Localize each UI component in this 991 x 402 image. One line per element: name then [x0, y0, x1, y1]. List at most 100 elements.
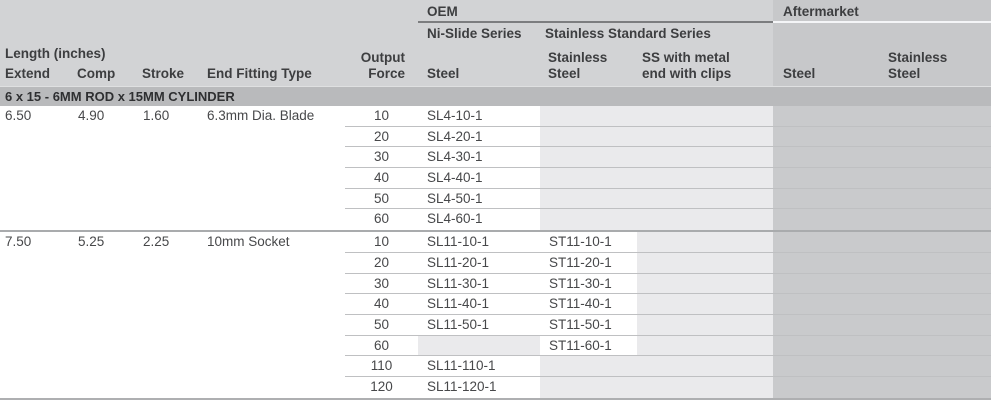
table-row: 40 SL4-40-1 — [0, 168, 991, 189]
cell-ss-with-clips-part — [637, 356, 773, 377]
cell-output-force: 10 — [345, 106, 418, 127]
cell-stainless-steel-part: ST11-50-1 — [540, 314, 637, 336]
cell-stroke — [140, 253, 205, 274]
column-header-aftermarket-stainless: Stainless Steel — [888, 50, 948, 81]
cell-stainless-steel-part — [540, 147, 637, 169]
cell-stainless-steel-part — [540, 126, 637, 148]
cell-aftermarket-stainless-part — [880, 335, 991, 357]
table-row: 30 SL4-30-1 — [0, 147, 991, 169]
cell-aftermarket-stainless-part — [880, 376, 991, 398]
cell-stroke — [140, 189, 205, 210]
column-group-aftermarket: Aftermarket — [783, 4, 859, 19]
cell-extend — [0, 336, 75, 357]
cell-comp — [75, 147, 140, 168]
cell-output-force: 30 — [345, 147, 418, 168]
cell-extend — [0, 253, 75, 274]
cell-output-force: 50 — [345, 189, 418, 210]
cell-aftermarket-steel-part — [773, 106, 880, 127]
cell-oem-steel-part: SL11-40-1 — [418, 294, 540, 315]
cell-aftermarket-steel-part — [773, 209, 880, 231]
cell-aftermarket-steel-part — [773, 147, 880, 169]
cell-oem-steel-part: SL4-40-1 — [418, 168, 540, 189]
cell-aftermarket-stainless-part — [880, 252, 991, 274]
cell-aftermarket-steel-part — [773, 376, 880, 398]
table-row: 60 SL4-60-1 — [0, 209, 991, 233]
cell-output-force: 60 — [373, 211, 390, 227]
cell-ss-with-clips-part — [637, 188, 773, 210]
cell-oem-steel-part: SL4-10-1 — [418, 106, 540, 127]
cell-extend — [0, 209, 75, 230]
cell-aftermarket-steel-part — [773, 273, 880, 295]
cell-oem-steel-part: SL11-10-1 — [418, 232, 540, 253]
cell-comp — [75, 189, 140, 210]
cell-comp — [75, 209, 140, 230]
cell-oem-steel-part: SL11-20-1 — [418, 252, 540, 274]
cell-extend — [0, 356, 75, 377]
cell-comp: 5.25 — [78, 234, 105, 250]
cell-extend — [0, 274, 75, 295]
cell-end-fitting-type — [205, 377, 345, 398]
cell-oem-steel-part: SL4-20-1 — [418, 126, 540, 148]
cell-ss-with-clips-part — [637, 294, 773, 315]
table-body: 6.50 4.90 1.60 6.3mm Dia. Blade 10 SL4-10-1 20… — [0, 106, 991, 400]
cell-stainless-steel-part: ST11-60-1 — [540, 335, 637, 357]
cell-ss-with-clips-part — [637, 209, 773, 231]
cell-ss-with-clips-part — [637, 335, 773, 357]
cell-stroke — [140, 315, 205, 336]
cell-comp: 4.90 — [78, 108, 105, 123]
cell-extend: 6.50 — [5, 108, 32, 123]
cell-end-fitting-type — [205, 189, 345, 210]
cell-end-fitting-type — [205, 336, 345, 357]
cell-ss-with-clips-part — [637, 147, 773, 169]
cell-extend: 7.50 — [5, 234, 32, 250]
cell-comp — [75, 377, 140, 398]
cell-end-fitting-type: 6.3mm Dia. Blade — [207, 108, 315, 123]
cell-output-force: 50 — [345, 315, 418, 336]
subgroup-stainless-standard-series: Stainless Standard Series — [545, 26, 711, 41]
table-row: 20 SL4-20-1 — [0, 126, 991, 148]
column-header-comp: Comp — [77, 66, 116, 81]
cell-aftermarket-steel-part — [773, 294, 880, 315]
cell-oem-steel-part: SL11-30-1 — [418, 273, 540, 295]
cell-comp — [75, 294, 140, 315]
cell-aftermarket-stainless-part — [880, 209, 991, 231]
column-header-aftermarket-steel: Steel — [783, 66, 816, 81]
cell-ss-with-clips-part — [637, 232, 773, 253]
cell-extend — [0, 147, 75, 168]
cell-aftermarket-stainless-part — [880, 294, 991, 315]
cell-aftermarket-stainless-part — [880, 168, 991, 189]
oem-group-underline — [418, 21, 773, 23]
cell-comp — [75, 336, 140, 357]
cell-stainless-steel-part — [540, 209, 637, 231]
cell-stroke — [140, 336, 205, 357]
cell-output-force: 120 — [370, 378, 393, 394]
cell-aftermarket-stainless-part — [880, 147, 991, 169]
column-header-oem-steel: Steel — [427, 66, 460, 81]
cell-extend — [0, 294, 75, 315]
cell-output-force: 40 — [345, 168, 418, 189]
cell-comp — [75, 356, 140, 377]
cell-aftermarket-stainless-part — [880, 273, 991, 295]
cell-output-force: 10 — [345, 232, 418, 253]
cell-stroke — [140, 168, 205, 189]
cell-ss-with-clips-part — [637, 314, 773, 336]
cell-ss-with-clips-part — [637, 168, 773, 189]
aftermarket-group-underline — [773, 21, 991, 23]
cell-stroke: 1.60 — [143, 108, 170, 123]
cell-end-fitting-type — [205, 356, 345, 377]
cell-stainless-steel-part — [540, 376, 637, 398]
cell-output-force: 60 — [345, 336, 418, 357]
cell-stainless-steel-part: ST11-40-1 — [540, 294, 637, 315]
cell-output-force: 20 — [345, 127, 418, 148]
cell-aftermarket-steel-part — [773, 168, 880, 189]
cell-oem-steel-part: SL11-120-1 — [418, 376, 540, 398]
cell-stainless-steel-part — [540, 168, 637, 189]
table-row: 6.50 4.90 1.60 6.3mm Dia. Blade 10 SL4-10-1 — [0, 106, 991, 127]
column-header-output-force: Output Force — [360, 50, 405, 81]
cell-end-fitting-type: 10mm Socket — [207, 234, 290, 250]
column-header-end-fitting-type: End Fitting Type — [207, 66, 312, 81]
table-row: 20 SL11-20-1 ST11-20-1 — [0, 252, 991, 274]
cell-stainless-steel-part — [540, 356, 637, 377]
cell-aftermarket-steel-part — [773, 314, 880, 336]
